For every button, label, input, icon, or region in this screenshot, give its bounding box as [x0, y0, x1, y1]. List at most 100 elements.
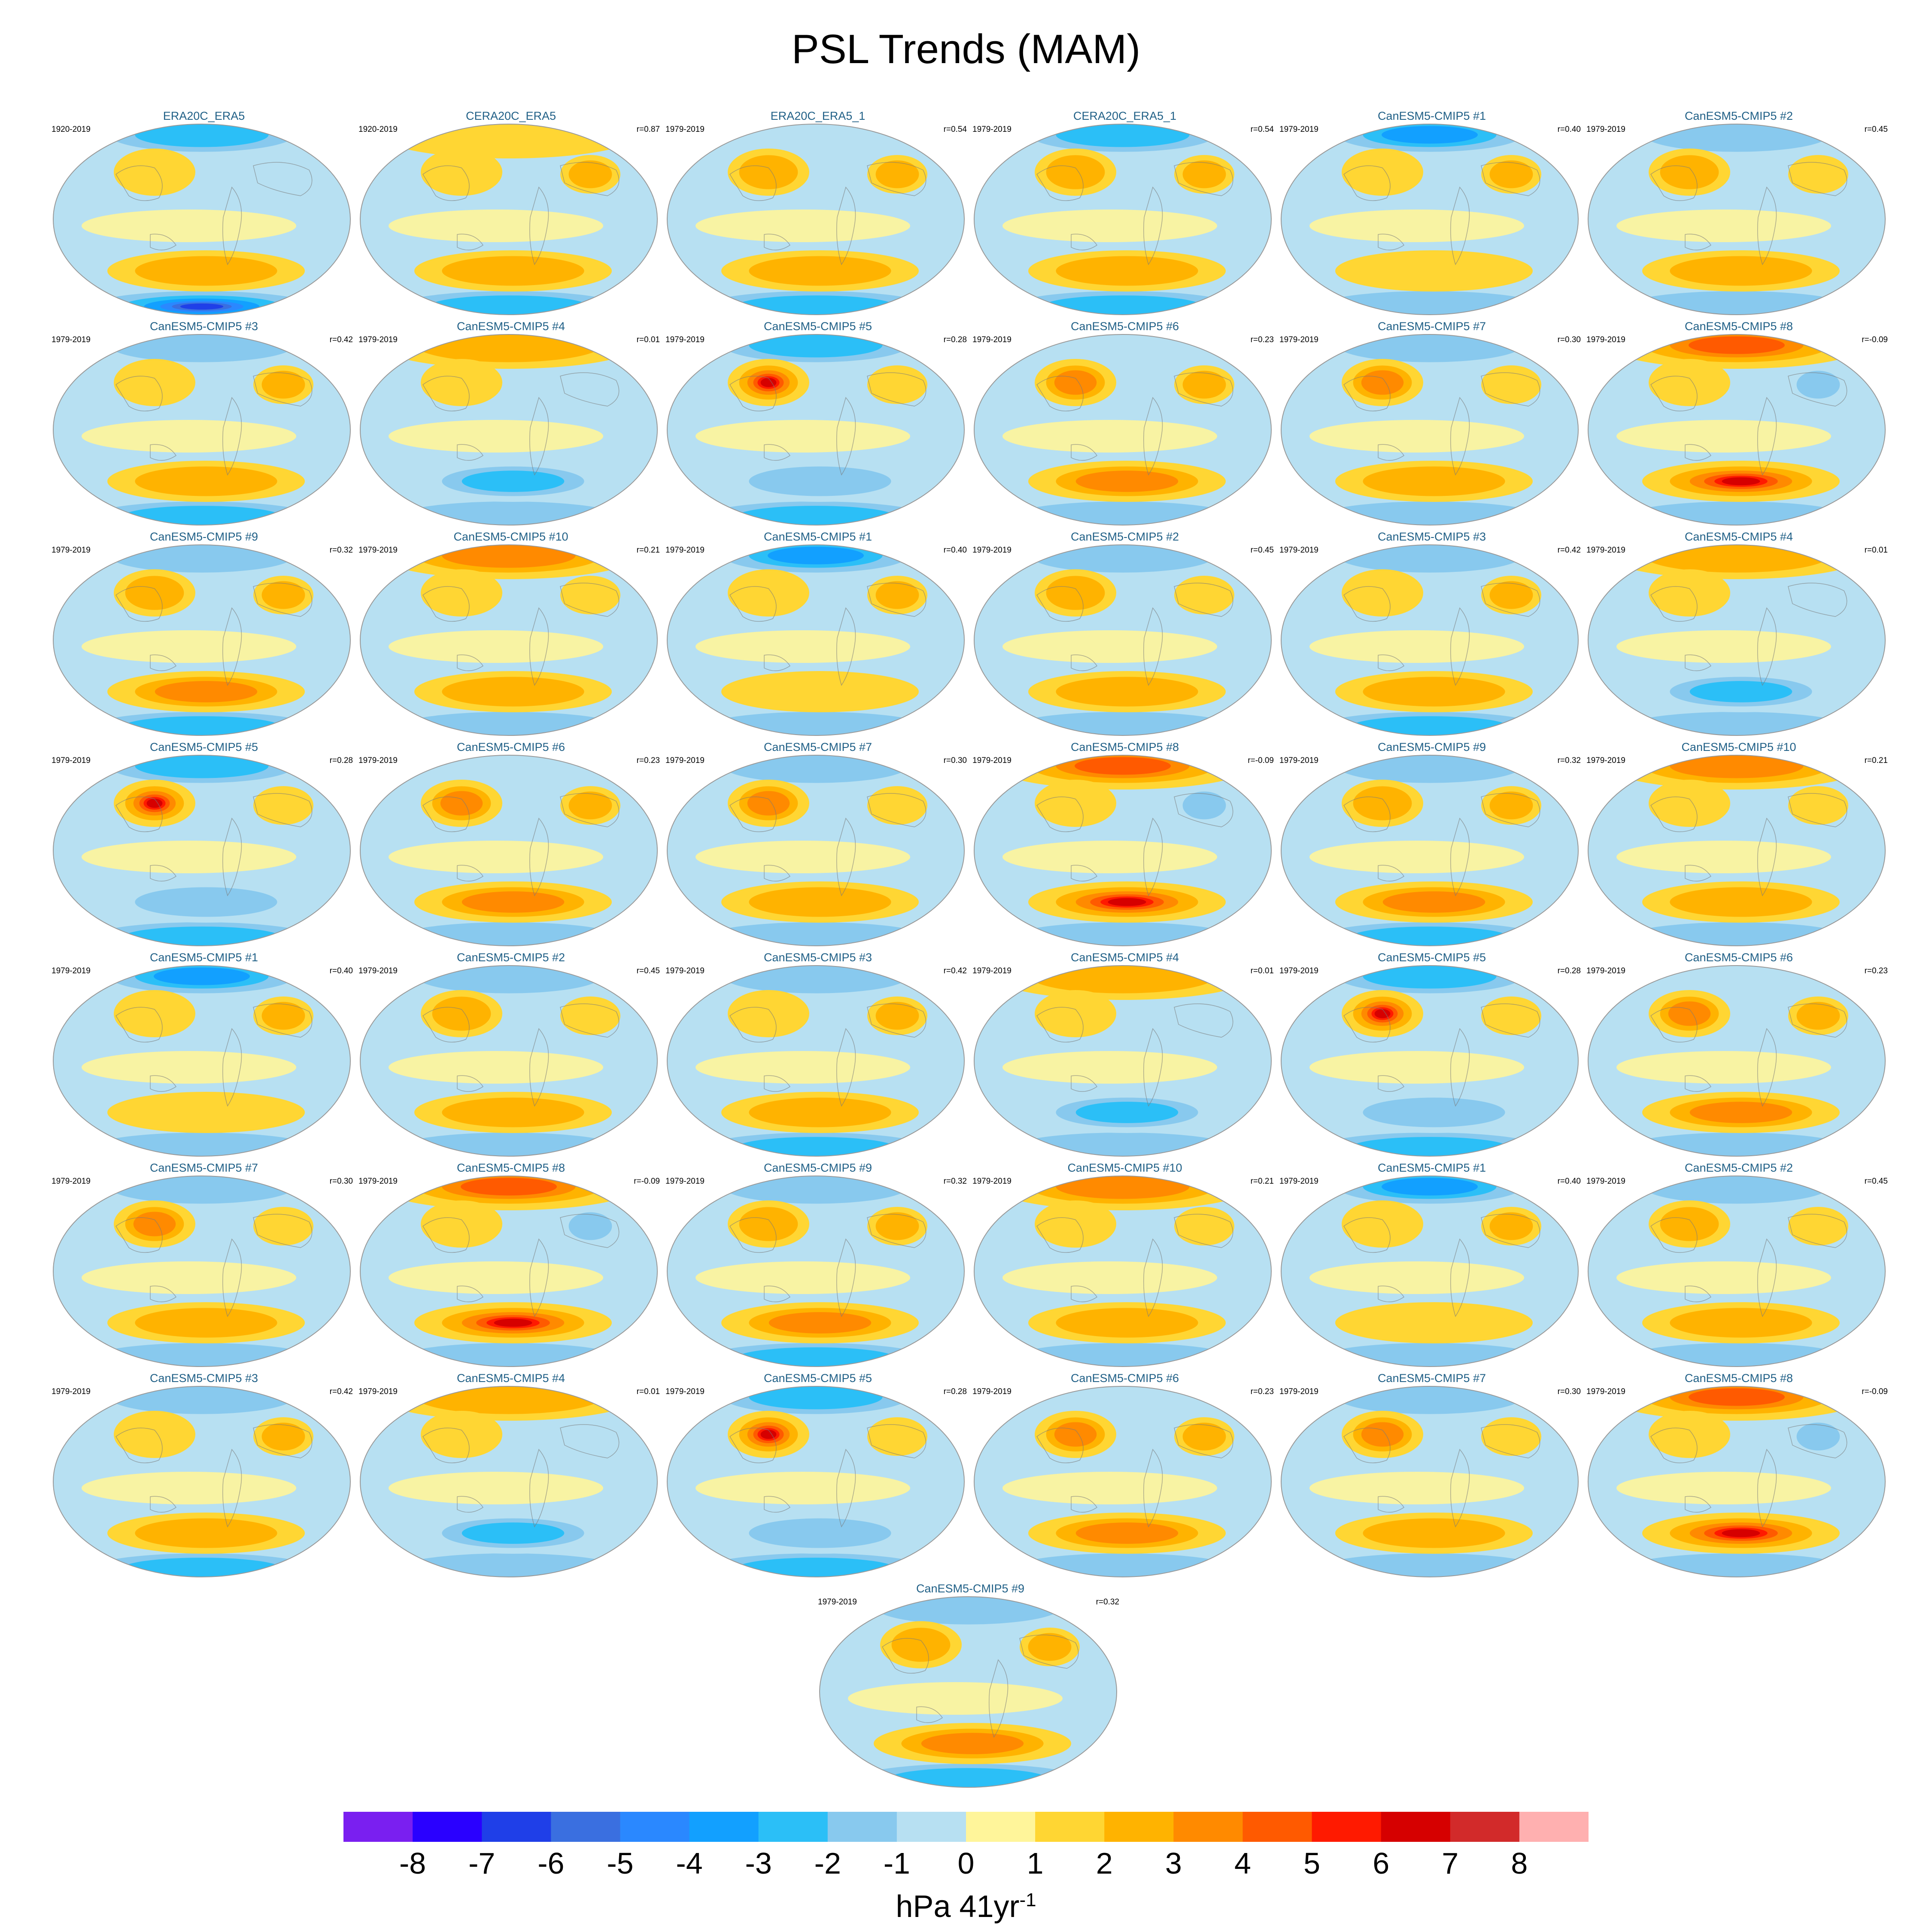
map-panel: CanESM5-CMIP5 #1 1979-2019 r=0.40	[665, 530, 970, 747]
map-panel: CanESM5-CMIP5 #1 1979-2019 r=0.40	[52, 951, 356, 1168]
coastline	[1378, 1075, 1405, 1092]
map-panel: CanESM5-CMIP5 #6 1979-2019 r=0.23	[358, 741, 663, 957]
coastline	[1343, 165, 1391, 201]
map-boundary	[819, 1596, 1117, 1788]
panel-correlation: r=0.28	[1557, 966, 1581, 975]
tropical-band	[389, 630, 603, 663]
panel-title: CanESM5-CMIP5 #2	[456, 951, 565, 964]
panel-period: 1979-2019	[972, 1387, 1012, 1396]
coastline	[867, 583, 927, 617]
coastline	[867, 372, 927, 407]
coastline	[115, 586, 163, 622]
map-boundary	[1588, 544, 1886, 736]
coastline	[1071, 1285, 1098, 1303]
panel-period: 1920-2019	[358, 125, 398, 134]
north-polar-anomaly	[687, 124, 945, 158]
southern-ocean-anomaly	[180, 304, 224, 310]
coastline	[1757, 1238, 1777, 1317]
north-atlantic-anomaly	[1489, 581, 1533, 609]
map-panel: CanESM5-CMIP5 #8 1979-2019 r=-0.09	[358, 1161, 663, 1378]
panel-period: 1979-2019	[1586, 125, 1625, 134]
robinson-map	[360, 1386, 658, 1577]
coastline	[115, 796, 163, 832]
coastline	[1788, 1003, 1847, 1038]
southern-midlat-anomaly	[1670, 256, 1812, 286]
map-panel: CanESM5-CMIP5 #3 1979-2019 r=0.42	[52, 1372, 356, 1589]
southern-midlat-anomaly	[749, 1097, 891, 1127]
coastline	[150, 234, 177, 251]
north-atlantic-anomaly	[875, 160, 919, 188]
coastline	[1143, 1238, 1163, 1317]
map-panel: CanESM5-CMIP5 #1 1979-2019 r=0.40	[1279, 109, 1584, 326]
tropical-band	[1002, 1472, 1217, 1504]
coastline	[115, 1217, 163, 1253]
coastline	[1174, 372, 1233, 407]
southern-midlat-anomaly	[749, 466, 891, 496]
map-boundary	[360, 124, 658, 315]
north-atlantic-anomaly	[560, 996, 620, 1035]
panel-period: 1979-2019	[1586, 1387, 1625, 1396]
colorbar-units-label: hPa 41yr-1	[0, 1889, 1932, 1924]
coastline	[1788, 583, 1847, 617]
map-boundary	[53, 334, 351, 526]
tropical-band	[1616, 210, 1831, 242]
tropical-band	[389, 1261, 603, 1294]
panel-period: 1979-2019	[52, 966, 91, 975]
tropical-band	[82, 841, 296, 873]
robinson-map	[53, 965, 351, 1157]
panel-correlation: r=0.30	[943, 756, 967, 765]
north-atlantic-anomaly	[867, 786, 927, 825]
southern-midlat-anomaly	[155, 681, 258, 702]
panel-correlation: r=0.45	[1250, 546, 1274, 555]
coastline	[1343, 1217, 1391, 1253]
southern-midlat-anomaly	[135, 256, 277, 286]
colorbar-swatch	[482, 1812, 551, 1842]
map-panel: CanESM5-CMIP5 #8 1979-2019 r=-0.09	[972, 741, 1277, 957]
robinson-map	[53, 1176, 351, 1367]
panel-title: ERA20C_ERA5_1	[770, 109, 866, 122]
colorbar-swatch	[551, 1812, 620, 1842]
coastline	[989, 1659, 1009, 1738]
robinson-map	[1281, 124, 1579, 315]
north-pacific-anomaly	[114, 1411, 195, 1458]
map-panel: CanESM5-CMIP5 #5 1979-2019 r=0.28	[1279, 951, 1584, 1168]
north-pacific-anomaly	[421, 359, 502, 406]
north-atlantic-anomaly	[875, 1212, 919, 1240]
coastline	[1378, 1496, 1405, 1513]
tropical-band	[82, 630, 296, 663]
coastline	[1481, 1003, 1540, 1038]
panel-correlation: r=0.32	[329, 546, 353, 555]
coastline	[1378, 444, 1405, 461]
colorbar-swatch	[1450, 1812, 1520, 1842]
panel-title: CanESM5-CMIP5 #3	[149, 320, 258, 333]
coastline	[253, 162, 313, 196]
north-pacific-anomaly	[1035, 1200, 1116, 1248]
north-polar-anomaly	[1382, 126, 1478, 144]
tropical-band	[696, 630, 910, 663]
north-pacific-anomaly	[1353, 786, 1412, 820]
panel-period: 1979-2019	[358, 546, 398, 555]
coastline	[457, 654, 484, 671]
colorbar-swatch	[1104, 1812, 1174, 1842]
panel-title: CanESM5-CMIP5 #3	[1377, 530, 1486, 543]
tropical-band	[1002, 841, 1217, 873]
coastline	[1071, 1496, 1098, 1513]
coastline	[1450, 397, 1470, 476]
coastline	[457, 1496, 484, 1513]
panel-title: CanESM5-CMIP5 #8	[456, 1161, 565, 1174]
panel-period: 1979-2019	[972, 125, 1012, 134]
tropical-band	[1616, 1261, 1831, 1294]
southern-midlat-anomaly	[462, 1522, 565, 1544]
robinson-map	[667, 1386, 965, 1577]
map-boundary	[667, 334, 965, 526]
panel-title: CanESM5-CMIP5 #10	[1067, 1161, 1182, 1174]
coastline	[1071, 865, 1098, 882]
tropical-band	[1309, 1051, 1524, 1084]
panel-period: 1979-2019	[358, 335, 398, 344]
panel-title: CanESM5-CMIP5 #4	[1684, 530, 1793, 543]
tropical-band	[1002, 210, 1217, 242]
coastline	[115, 376, 163, 412]
coastline	[1143, 397, 1163, 476]
robinson-map	[974, 755, 1272, 946]
map-boundary	[53, 1386, 351, 1577]
